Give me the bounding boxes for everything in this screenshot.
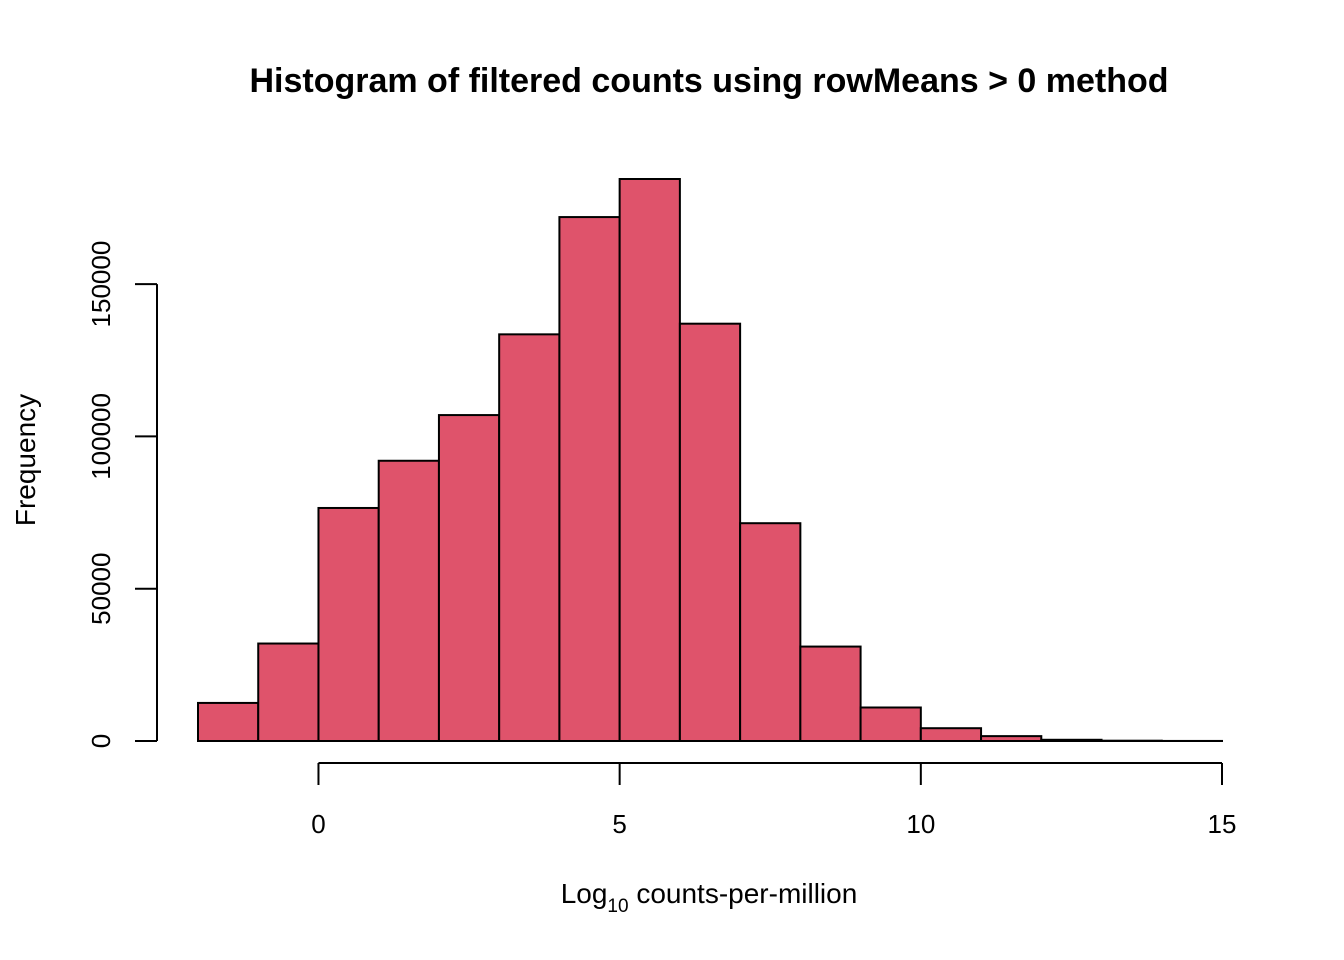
histogram-bar-9 — [739, 522, 802, 742]
x-tick-label: 10 — [906, 809, 935, 839]
y-tick-label: 0 — [86, 734, 116, 748]
bars-group — [197, 178, 1223, 743]
x-axis: 0 5 10 15 — [311, 762, 1237, 839]
histogram-bar-1 — [257, 642, 320, 743]
y-tick-label: 100000 — [86, 393, 116, 480]
y-tick-label: 50000 — [86, 553, 116, 625]
histogram-bar-14 — [1040, 738, 1103, 742]
histogram-bar-0 — [197, 701, 260, 743]
histogram-bar-8 — [678, 322, 742, 742]
x-tick-label: 15 — [1208, 809, 1237, 839]
histogram-bar-3 — [377, 459, 440, 742]
histogram-bar-12 — [919, 727, 983, 742]
histogram-bar-13 — [980, 735, 1043, 742]
histogram-bar-4 — [437, 414, 501, 742]
x-tick-label: 5 — [612, 809, 626, 839]
x-tick-label: 0 — [311, 809, 325, 839]
x-axis-title-rest: counts-per-million — [629, 878, 858, 909]
x-axis-title: Log10 counts-per-million — [561, 878, 858, 917]
histogram-bar-2 — [317, 506, 380, 742]
histogram-bar-10 — [799, 645, 862, 743]
y-axis: 0 50000 100000 150000 — [86, 241, 158, 748]
x-axis-title-subscript: 10 — [607, 896, 628, 917]
histogram-bar-7 — [618, 178, 681, 742]
chart-title: Histogram of filtered counts using rowMe… — [249, 62, 1168, 100]
y-tick-label: 150000 — [86, 241, 116, 328]
histogram-bar-11 — [859, 706, 922, 742]
histogram-bar-6 — [558, 216, 621, 743]
histogram-bar-5 — [498, 333, 561, 742]
y-axis-title: Frequency — [10, 394, 41, 526]
x-axis-title-main: Log — [561, 878, 608, 909]
